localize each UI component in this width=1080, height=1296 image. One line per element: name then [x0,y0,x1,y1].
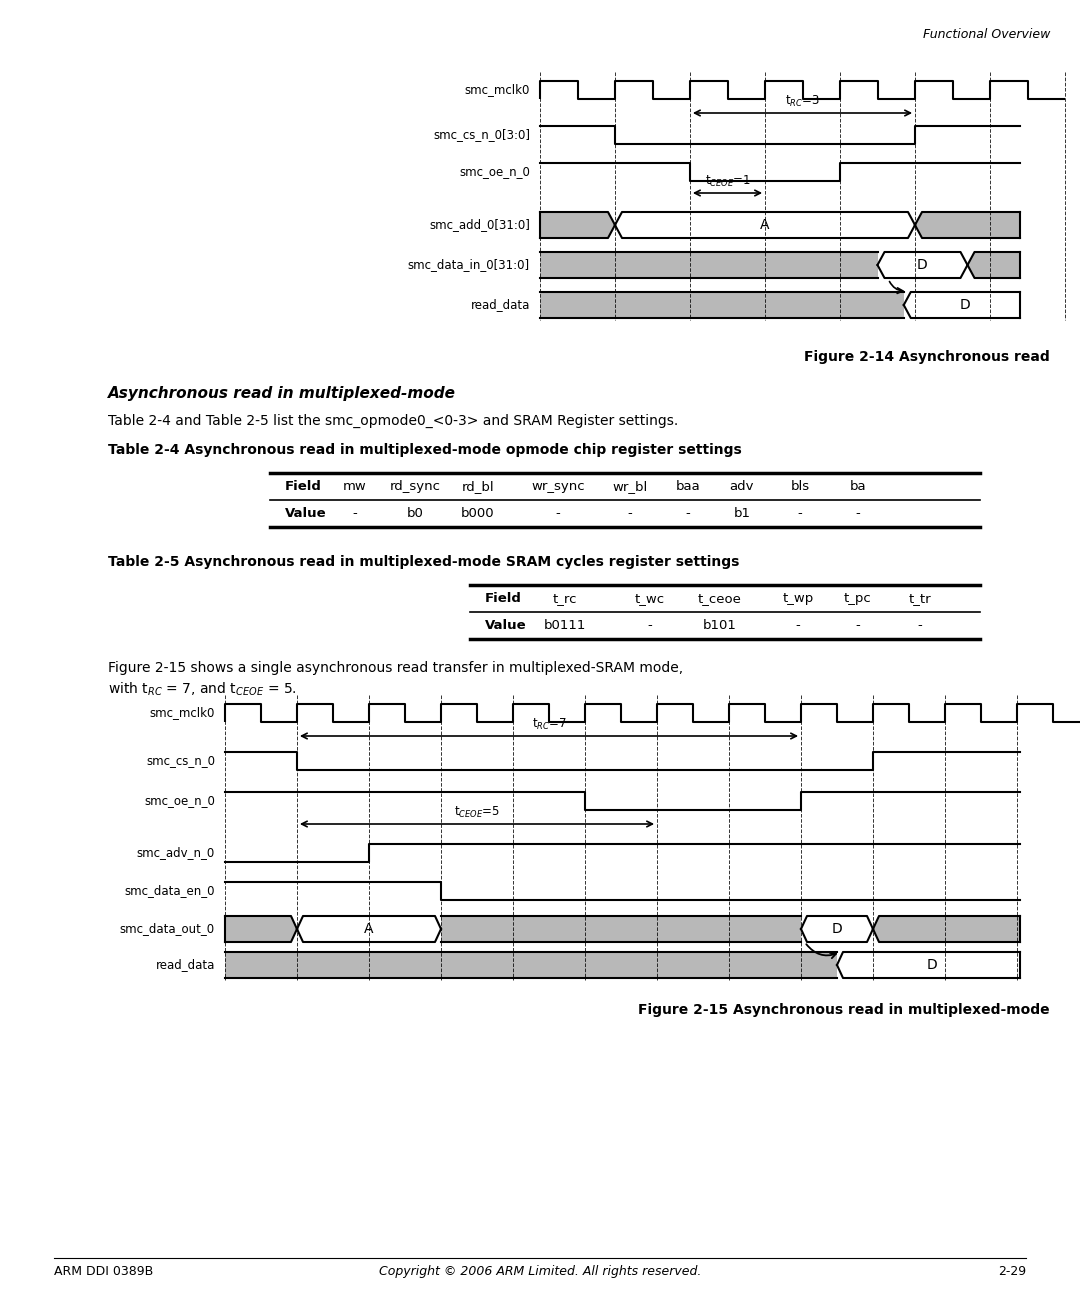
Text: A: A [760,218,770,232]
Text: read_data: read_data [471,298,530,311]
Polygon shape [801,916,873,942]
Text: adv: adv [730,480,754,492]
Text: smc_cs_n_0: smc_cs_n_0 [146,754,215,767]
Text: smc_data_en_0: smc_data_en_0 [124,884,215,898]
Text: baa: baa [676,480,700,492]
Text: t_pc: t_pc [845,592,872,605]
Text: Value: Value [485,619,527,632]
Text: -: - [798,507,802,520]
Text: smc_mclk0: smc_mclk0 [464,83,530,96]
Text: Functional Overview: Functional Overview [922,29,1050,41]
Text: smc_adv_n_0: smc_adv_n_0 [137,846,215,859]
Text: -: - [648,619,652,632]
Text: -: - [686,507,690,520]
Text: mw: mw [343,480,367,492]
Text: Field: Field [285,480,322,492]
Polygon shape [837,953,1020,978]
Text: -: - [796,619,800,632]
Text: t$_{RC}$=3: t$_{RC}$=3 [785,93,820,109]
Text: bls: bls [791,480,810,492]
Polygon shape [297,916,441,942]
Text: b000: b000 [461,507,495,520]
Text: Field: Field [485,592,522,605]
Text: D: D [832,921,842,936]
Text: -: - [918,619,922,632]
Text: A: A [364,921,374,936]
Polygon shape [540,251,877,279]
Text: t_wc: t_wc [635,592,665,605]
Text: 2-29: 2-29 [998,1265,1026,1278]
Text: smc_data_in_0[31:0]: smc_data_in_0[31:0] [408,258,530,271]
Text: -: - [627,507,633,520]
Text: smc_data_out_0: smc_data_out_0 [120,923,215,936]
Text: b1: b1 [733,507,751,520]
Text: -: - [353,507,357,520]
Text: Figure 2-15 shows a single asynchronous read transfer in multiplexed-SRAM mode,: Figure 2-15 shows a single asynchronous … [108,661,684,675]
Text: ba: ba [850,480,866,492]
Text: -: - [855,507,861,520]
Polygon shape [540,213,615,238]
Polygon shape [225,916,297,942]
Text: t_wp: t_wp [782,592,813,605]
Text: read_data: read_data [156,959,215,972]
Text: t_ceoe: t_ceoe [698,592,742,605]
Polygon shape [968,251,1020,279]
Text: t$_{RC}$=7: t$_{RC}$=7 [531,717,566,732]
Text: ARM DDI 0389B: ARM DDI 0389B [54,1265,153,1278]
Text: smc_mclk0: smc_mclk0 [150,706,215,719]
Polygon shape [615,213,915,238]
Text: b0: b0 [406,507,423,520]
Text: t$_{CEOE}$=1: t$_{CEOE}$=1 [704,174,751,189]
Text: t_tr: t_tr [908,592,931,605]
Text: smc_oe_n_0: smc_oe_n_0 [144,794,215,807]
Text: Table 2-5 Asynchronous read in multiplexed-mode SRAM cycles register settings: Table 2-5 Asynchronous read in multiplex… [108,555,740,569]
Text: -: - [855,619,861,632]
Text: b101: b101 [703,619,737,632]
Text: D: D [960,298,971,312]
Text: with t$_{RC}$ = 7, and t$_{CEOE}$ = 5.: with t$_{RC}$ = 7, and t$_{CEOE}$ = 5. [108,680,297,699]
Text: D: D [927,958,936,972]
Text: Copyright © 2006 ARM Limited. All rights reserved.: Copyright © 2006 ARM Limited. All rights… [379,1265,701,1278]
Polygon shape [904,292,1020,318]
Text: smc_cs_n_0[3:0]: smc_cs_n_0[3:0] [433,128,530,141]
Text: Value: Value [285,507,326,520]
Text: Table 2-4 and Table 2-5 list the smc_opmode0_<0-3> and SRAM Register settings.: Table 2-4 and Table 2-5 list the smc_opm… [108,413,678,428]
Polygon shape [540,292,904,318]
Text: D: D [917,258,928,272]
Text: wr_bl: wr_bl [612,480,648,492]
Text: -: - [555,507,561,520]
Text: b0111: b0111 [544,619,586,632]
Polygon shape [877,251,968,279]
Text: t_rc: t_rc [553,592,577,605]
Polygon shape [873,916,1020,942]
Text: wr_sync: wr_sync [531,480,584,492]
Text: t$_{CEOE}$=5: t$_{CEOE}$=5 [454,805,500,820]
Text: smc_oe_n_0: smc_oe_n_0 [459,166,530,179]
Text: smc_add_0[31:0]: smc_add_0[31:0] [429,219,530,232]
Polygon shape [915,213,1020,238]
Polygon shape [225,953,837,978]
Text: Figure 2-14 Asynchronous read: Figure 2-14 Asynchronous read [805,350,1050,364]
Text: Figure 2-15 Asynchronous read in multiplexed-mode: Figure 2-15 Asynchronous read in multipl… [638,1003,1050,1017]
Text: Asynchronous read in multiplexed-mode: Asynchronous read in multiplexed-mode [108,386,456,400]
Text: rd_bl: rd_bl [461,480,495,492]
Polygon shape [441,916,801,942]
Text: Table 2-4 Asynchronous read in multiplexed-mode opmode chip register settings: Table 2-4 Asynchronous read in multiplex… [108,443,742,457]
Text: rd_sync: rd_sync [390,480,441,492]
